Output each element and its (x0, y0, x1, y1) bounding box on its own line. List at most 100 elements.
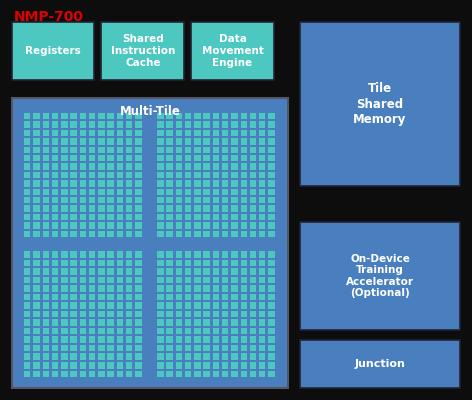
Bar (42, 231, 49, 237)
Bar (222, 155, 228, 162)
Bar (70, 345, 77, 352)
Bar (213, 354, 219, 360)
Bar (213, 197, 219, 204)
Bar (34, 155, 40, 162)
Bar (108, 294, 114, 300)
Bar (268, 130, 275, 136)
Bar (157, 113, 164, 120)
Bar (135, 155, 142, 162)
Bar (108, 122, 114, 128)
Bar (89, 268, 95, 275)
Bar (231, 147, 238, 153)
Bar (268, 268, 275, 275)
Bar (117, 189, 123, 195)
Bar (34, 172, 40, 178)
Bar (126, 319, 132, 326)
Bar (194, 138, 201, 145)
Bar (34, 214, 40, 220)
Bar (61, 345, 67, 352)
Bar (185, 277, 191, 283)
Bar (34, 189, 40, 195)
Bar (213, 328, 219, 334)
Bar (194, 268, 201, 275)
Bar (70, 277, 77, 283)
Bar (126, 370, 132, 377)
Bar (108, 231, 114, 237)
Bar (98, 138, 105, 145)
Bar (194, 231, 201, 237)
Bar (117, 222, 123, 229)
Bar (222, 319, 228, 326)
Bar (117, 319, 123, 326)
Bar (241, 294, 247, 300)
Bar (42, 354, 49, 360)
Bar (167, 130, 173, 136)
Bar (222, 328, 228, 334)
Bar (167, 113, 173, 120)
Bar (80, 197, 86, 204)
Bar (52, 231, 58, 237)
Bar (157, 164, 164, 170)
Bar (185, 345, 191, 352)
Bar (268, 155, 275, 162)
Bar (135, 294, 142, 300)
Bar (268, 319, 275, 326)
Bar (259, 285, 265, 292)
Bar (101, 22, 184, 80)
Bar (231, 345, 238, 352)
Bar (135, 214, 142, 220)
Bar (241, 222, 247, 229)
Bar (259, 345, 265, 352)
Bar (98, 260, 105, 266)
Bar (194, 319, 201, 326)
Bar (194, 164, 201, 170)
Bar (167, 302, 173, 309)
Bar (52, 164, 58, 170)
Bar (89, 277, 95, 283)
Bar (203, 362, 210, 368)
Bar (222, 222, 228, 229)
Bar (89, 155, 95, 162)
Bar (42, 113, 49, 120)
Bar (135, 138, 142, 145)
Bar (80, 222, 86, 229)
Bar (185, 251, 191, 258)
Bar (268, 277, 275, 283)
Bar (167, 147, 173, 153)
Bar (268, 294, 275, 300)
Bar (259, 294, 265, 300)
Bar (231, 268, 238, 275)
Bar (80, 345, 86, 352)
Text: Shared
Instruction
Cache: Shared Instruction Cache (110, 34, 175, 68)
Bar (157, 370, 164, 377)
Bar (98, 319, 105, 326)
Bar (98, 155, 105, 162)
Bar (203, 214, 210, 220)
Bar (222, 147, 228, 153)
Bar (259, 206, 265, 212)
Bar (176, 197, 182, 204)
Bar (117, 214, 123, 220)
Bar (126, 302, 132, 309)
Bar (231, 138, 238, 145)
Bar (34, 362, 40, 368)
Bar (167, 277, 173, 283)
Bar (89, 214, 95, 220)
Bar (80, 362, 86, 368)
Bar (117, 180, 123, 187)
Bar (117, 311, 123, 317)
Bar (203, 285, 210, 292)
Bar (222, 251, 228, 258)
Bar (268, 172, 275, 178)
Bar (42, 206, 49, 212)
Text: Multi-Tile: Multi-Tile (119, 105, 180, 118)
Bar (231, 328, 238, 334)
Bar (61, 206, 67, 212)
Bar (250, 180, 256, 187)
Bar (70, 164, 77, 170)
Bar (259, 197, 265, 204)
Bar (42, 370, 49, 377)
Bar (268, 222, 275, 229)
Bar (117, 277, 123, 283)
Bar (157, 328, 164, 334)
